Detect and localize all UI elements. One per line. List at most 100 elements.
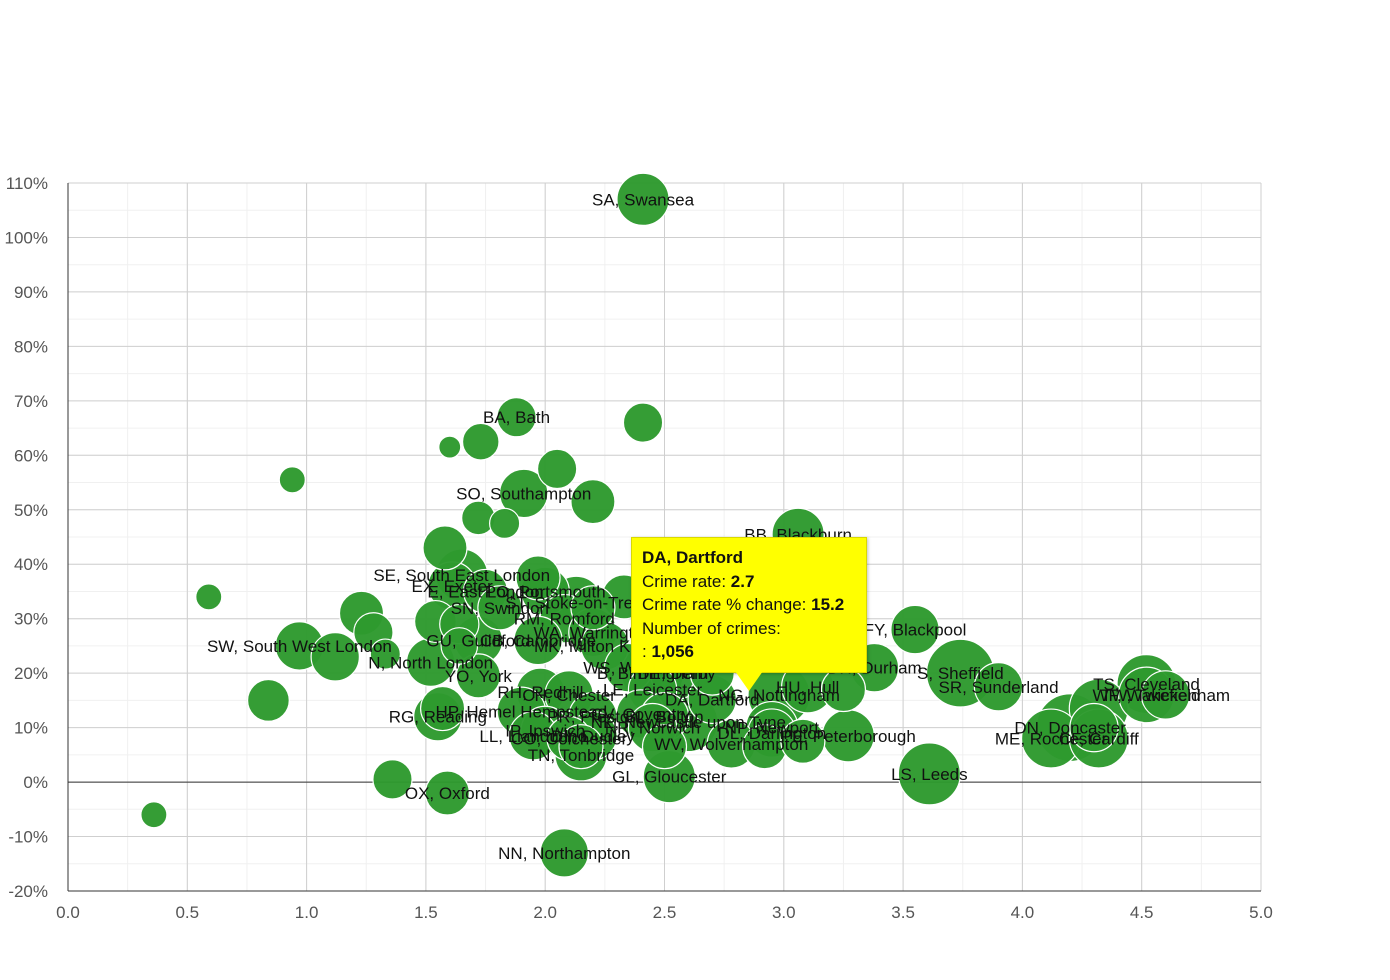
bubble[interactable] — [489, 507, 521, 540]
tooltip-crime-rate-value: 2.7 — [730, 571, 755, 591]
bubble-label: LL, Llandudno — [479, 727, 587, 746]
bubble[interactable] — [616, 172, 670, 226]
bubble-label: RG, Reading — [389, 708, 487, 727]
bubble[interactable] — [558, 724, 604, 770]
bubble-label: SR, Sunderland — [939, 678, 1059, 697]
bubble[interactable] — [278, 466, 306, 494]
bubble-label: FY, Blackpool — [864, 621, 967, 640]
bubble-label: SO, Southampton — [456, 484, 591, 503]
bubble[interactable] — [513, 615, 563, 666]
x-tick-label: 5.0 — [1249, 903, 1273, 922]
y-tick-label: 10% — [14, 719, 48, 738]
y-tick-label: 20% — [14, 664, 48, 683]
bubble-label: DN, Doncaster — [1014, 719, 1126, 738]
bubble[interactable] — [496, 396, 537, 438]
bubble[interactable] — [424, 770, 470, 816]
bubble[interactable] — [890, 604, 940, 655]
y-tick-label: -20% — [8, 882, 48, 901]
y-tick-label: 110% — [6, 174, 48, 193]
bubble-label: SN, Swindon — [451, 599, 549, 618]
bubble-label: NR, Norwich — [605, 719, 700, 738]
bubble-label: EX, Exeter — [412, 577, 494, 596]
y-tick-label: 100% — [5, 228, 48, 247]
bubble-label: LS, Leeds — [891, 765, 968, 784]
bubble-label: TN, Tonbridge — [528, 746, 634, 765]
bubble-label: GU, Guildford — [426, 631, 530, 650]
bubble[interactable] — [641, 724, 688, 770]
y-tick-label: 0% — [23, 773, 48, 792]
bubble[interactable] — [1140, 670, 1191, 720]
bubble[interactable] — [140, 801, 168, 829]
bubble-label: N, North London — [368, 653, 493, 672]
bubble-label: RH, Redhill — [497, 683, 583, 702]
bubble-label: CF, Cardiff — [1059, 730, 1139, 749]
bubble[interactable] — [570, 585, 616, 631]
bubble[interactable] — [515, 555, 561, 601]
bubble-label: SA, Swansea — [592, 190, 695, 209]
bubble[interactable] — [440, 627, 479, 665]
bubble-label: RM, Romford — [514, 610, 615, 629]
bubble[interactable] — [897, 742, 961, 806]
bubble-label: BL, Bolton — [625, 708, 703, 727]
x-tick-label: 3.5 — [891, 903, 915, 922]
tooltip-title: DA, Dartford — [642, 548, 744, 567]
y-tick-label: 50% — [14, 501, 48, 520]
tooltip-rate-change-value: 15.2 — [811, 595, 845, 614]
bubble[interactable] — [195, 583, 223, 611]
bubble[interactable] — [499, 468, 549, 519]
bubble[interactable] — [539, 828, 590, 878]
x-tick-label: 0.0 — [56, 903, 80, 922]
bubble[interactable] — [438, 435, 462, 459]
tooltip-count: : 1,056 — [642, 642, 694, 661]
x-tick-label: 0.5 — [175, 903, 199, 922]
bubble-label: IP, Ipswich — [505, 721, 585, 740]
bubble[interactable] — [422, 525, 468, 571]
bubble-label: WA, Warrington — [534, 623, 653, 642]
y-axis-ticks: 110% 100% 90% 80% 70% 60% 50% 40% 30% 20% 10% 0% -10… — [5, 174, 48, 901]
bubble-label: PR, Preston — [547, 708, 639, 727]
y-tick-label: 30% — [14, 610, 48, 629]
bubble[interactable] — [420, 685, 466, 732]
bubble-label: WV, Wolverhampton — [654, 735, 808, 754]
y-tick-label: 70% — [14, 392, 48, 411]
tooltip-count-label: Number of crimes: — [642, 618, 781, 638]
bubble-label: ST, Stoke-on-Trent — [505, 593, 647, 612]
y-tick-label: -10% — [8, 828, 48, 847]
bubble-label: DY, Dudley — [551, 727, 635, 746]
x-tick-label: 3.0 — [772, 903, 796, 922]
bubble-label: GL, Gloucester — [612, 768, 727, 787]
bubble[interactable] — [455, 653, 501, 699]
bubble[interactable] — [1069, 702, 1119, 753]
bubble-label: PE, Peterborough — [781, 727, 916, 746]
bubble[interactable] — [477, 585, 523, 631]
bubble[interactable] — [461, 422, 500, 461]
bubble[interactable] — [622, 402, 664, 443]
bubble-label: HP, Hemel Hempstead — [436, 702, 608, 721]
bubble-label: PO, Portsmouth — [485, 582, 606, 601]
x-axis-ticks: 0.0 0.5 1.0 1.5 2.0 2.5 3.0 3.5 4.0 4.5 5.0 — [56, 903, 1273, 922]
x-tick-label: 4.5 — [1130, 903, 1154, 922]
x-tick-label: 1.0 — [295, 903, 319, 922]
bubble[interactable] — [780, 718, 826, 764]
bubble[interactable] — [973, 662, 1024, 712]
tooltip-rate-change: Crime rate % change: 15.2 — [642, 595, 845, 614]
x-tick-label: 2.5 — [653, 903, 677, 922]
bubble[interactable] — [570, 479, 616, 525]
bubble-label: WF, Wakefield — [1092, 686, 1200, 705]
bubble[interactable] — [246, 678, 290, 722]
bubble-label: DA, Dartford — [665, 690, 759, 709]
bubble-label: E, East London — [427, 582, 543, 601]
y-tick-label: 40% — [14, 555, 48, 574]
bubble-label: TS, Cleveland — [1093, 675, 1200, 694]
bubble[interactable] — [310, 632, 360, 682]
bubble[interactable] — [369, 638, 401, 670]
bubble-label: ME, Rochester — [995, 730, 1108, 749]
bubble-label: CO, Colchester — [511, 730, 628, 749]
bubble[interactable] — [536, 448, 578, 490]
tooltip-crime-rate: Crime rate: 2.7 — [642, 571, 755, 591]
bubble[interactable] — [372, 759, 413, 800]
bubble-label: TW, Twickenham — [1101, 686, 1230, 705]
bubble-label: CH, Chester — [522, 686, 616, 705]
bubbles-layer — [140, 172, 1191, 878]
